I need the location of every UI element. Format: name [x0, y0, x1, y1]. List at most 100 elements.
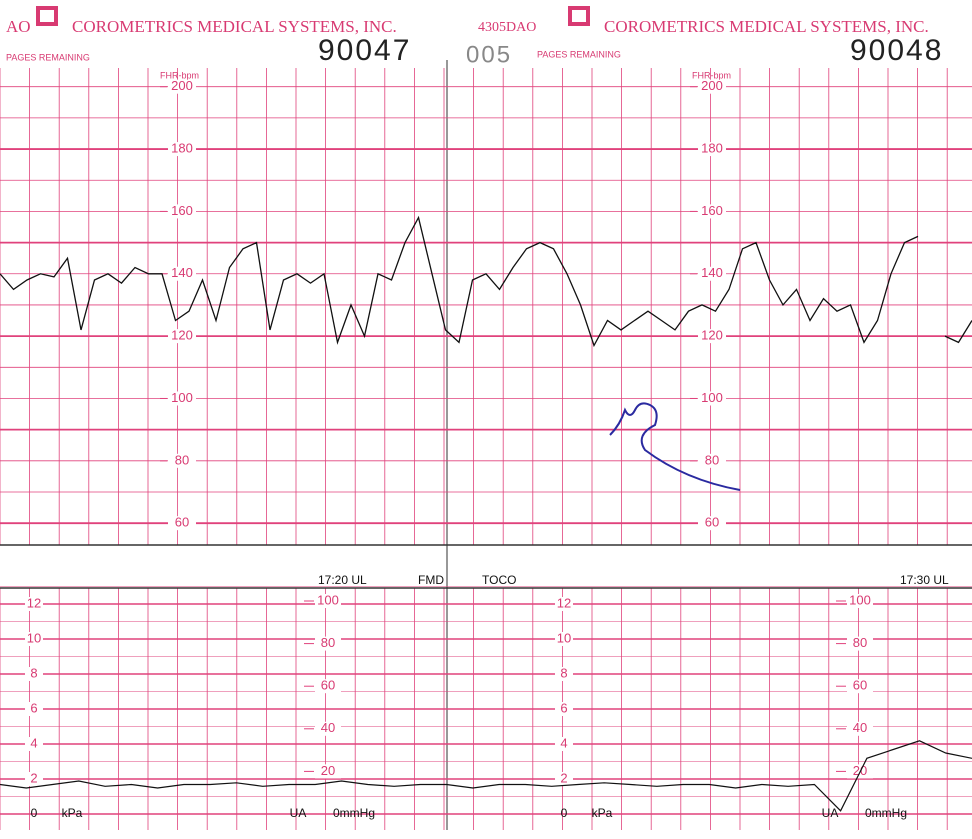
tick-bg	[555, 632, 573, 646]
pages-remaining: PAGES REMAINING	[6, 52, 90, 62]
tick-bg	[315, 679, 341, 694]
page-number: 90047	[318, 34, 411, 67]
tick-bg	[25, 772, 43, 786]
tick-bg	[847, 721, 873, 736]
code: 4305DAO	[478, 20, 536, 35]
tick-label: 200	[171, 78, 193, 93]
tick-bg	[698, 453, 726, 468]
tick-label: 20	[853, 763, 867, 778]
axis-label: UA	[822, 806, 839, 820]
tick-bg	[555, 667, 573, 681]
tick-bg	[25, 737, 43, 751]
tick-bg	[315, 636, 341, 651]
tick-label: 140	[171, 265, 193, 280]
tick-bg	[168, 453, 196, 468]
tick-label: 60	[853, 678, 867, 693]
toco: TOCO	[482, 573, 516, 587]
page-number: 90048	[850, 34, 943, 67]
tick-label: 4	[560, 735, 567, 750]
tick-label: 100	[171, 390, 193, 405]
tick-label: 100	[317, 592, 339, 607]
tick-label: 8	[30, 665, 37, 680]
fhr-trace	[0, 215, 972, 348]
time: 17:20 UL	[318, 573, 367, 587]
tick-bg	[315, 594, 341, 608]
tick-label: 80	[175, 452, 189, 467]
ua-trace	[0, 740, 972, 812]
tick-label: 120	[171, 328, 193, 343]
axis-label: 0mmHg	[333, 806, 375, 820]
tick-bg	[315, 721, 341, 736]
tick-bg	[168, 329, 196, 344]
company: COROMETRICS MEDICAL SYSTEMS, INC.	[72, 17, 397, 36]
tick-bg	[847, 594, 873, 608]
tick-bg	[25, 632, 43, 646]
tick-label: 6	[560, 700, 567, 715]
tick-label: 180	[171, 140, 193, 155]
tick-label: 40	[853, 720, 867, 735]
tick-bg	[698, 142, 726, 157]
handwriting	[609, 402, 741, 491]
tick-label: 10	[27, 630, 41, 645]
tick-label: 2	[30, 770, 37, 785]
axis-label: 0mmHg	[865, 806, 907, 820]
tick-label: 40	[321, 720, 335, 735]
tick-bg	[555, 772, 573, 786]
tick-label: 4	[30, 735, 37, 750]
fmd: FMD	[418, 573, 444, 587]
tick-label: 160	[701, 203, 723, 218]
tick-label: 80	[705, 452, 719, 467]
tick-label: 140	[701, 265, 723, 280]
logo	[36, 6, 58, 26]
axis-label: 0	[561, 806, 568, 820]
tick-label: 60	[175, 515, 189, 530]
pages-remaining: PAGES REMAINING	[537, 49, 621, 59]
tick-label: 60	[705, 515, 719, 530]
tick-label: 2	[560, 770, 567, 785]
axis-label: kPa	[592, 806, 613, 820]
tick-bg	[698, 266, 726, 281]
axis-label: 0	[31, 806, 38, 820]
tick-bg	[168, 79, 196, 94]
tick-bg	[698, 204, 726, 219]
tick-bg	[847, 679, 873, 694]
tick-label: 100	[849, 592, 871, 607]
tick-label: 200	[701, 78, 723, 93]
time: 17:30 UL	[900, 573, 949, 587]
tick-bg	[168, 391, 196, 406]
tick-label: 6	[30, 700, 37, 715]
tick-bg	[168, 204, 196, 219]
tick-bg	[168, 266, 196, 281]
tick-bg	[555, 597, 573, 611]
tick-label: 8	[560, 665, 567, 680]
tick-label: 80	[853, 635, 867, 650]
tick-bg	[168, 516, 196, 531]
tick-bg	[25, 597, 43, 611]
tick-label: 160	[171, 203, 193, 218]
tick-label: 180	[701, 140, 723, 155]
axis-label: FHR-bpm	[160, 70, 199, 80]
tick-bg	[25, 667, 43, 681]
tick-bg	[168, 142, 196, 157]
tick-label: 120	[701, 328, 723, 343]
tick-bg	[555, 702, 573, 716]
logo	[568, 6, 590, 26]
axis-label: FHR-bpm	[692, 70, 731, 80]
tick-label: 100	[701, 390, 723, 405]
tick-bg	[698, 329, 726, 344]
tick-bg	[698, 79, 726, 94]
tick-label: 10	[557, 630, 571, 645]
tick-label: 20	[321, 763, 335, 778]
tick-label: 80	[321, 635, 335, 650]
tick-bg	[847, 636, 873, 651]
axis-label: UA	[290, 806, 307, 820]
tick-bg	[698, 391, 726, 406]
axis-label: kPa	[62, 806, 83, 820]
tick-bg	[315, 764, 341, 779]
code: AO	[6, 17, 31, 36]
tick-label: 60	[321, 678, 335, 693]
tick-bg	[698, 516, 726, 531]
tick-label: 12	[27, 595, 41, 610]
